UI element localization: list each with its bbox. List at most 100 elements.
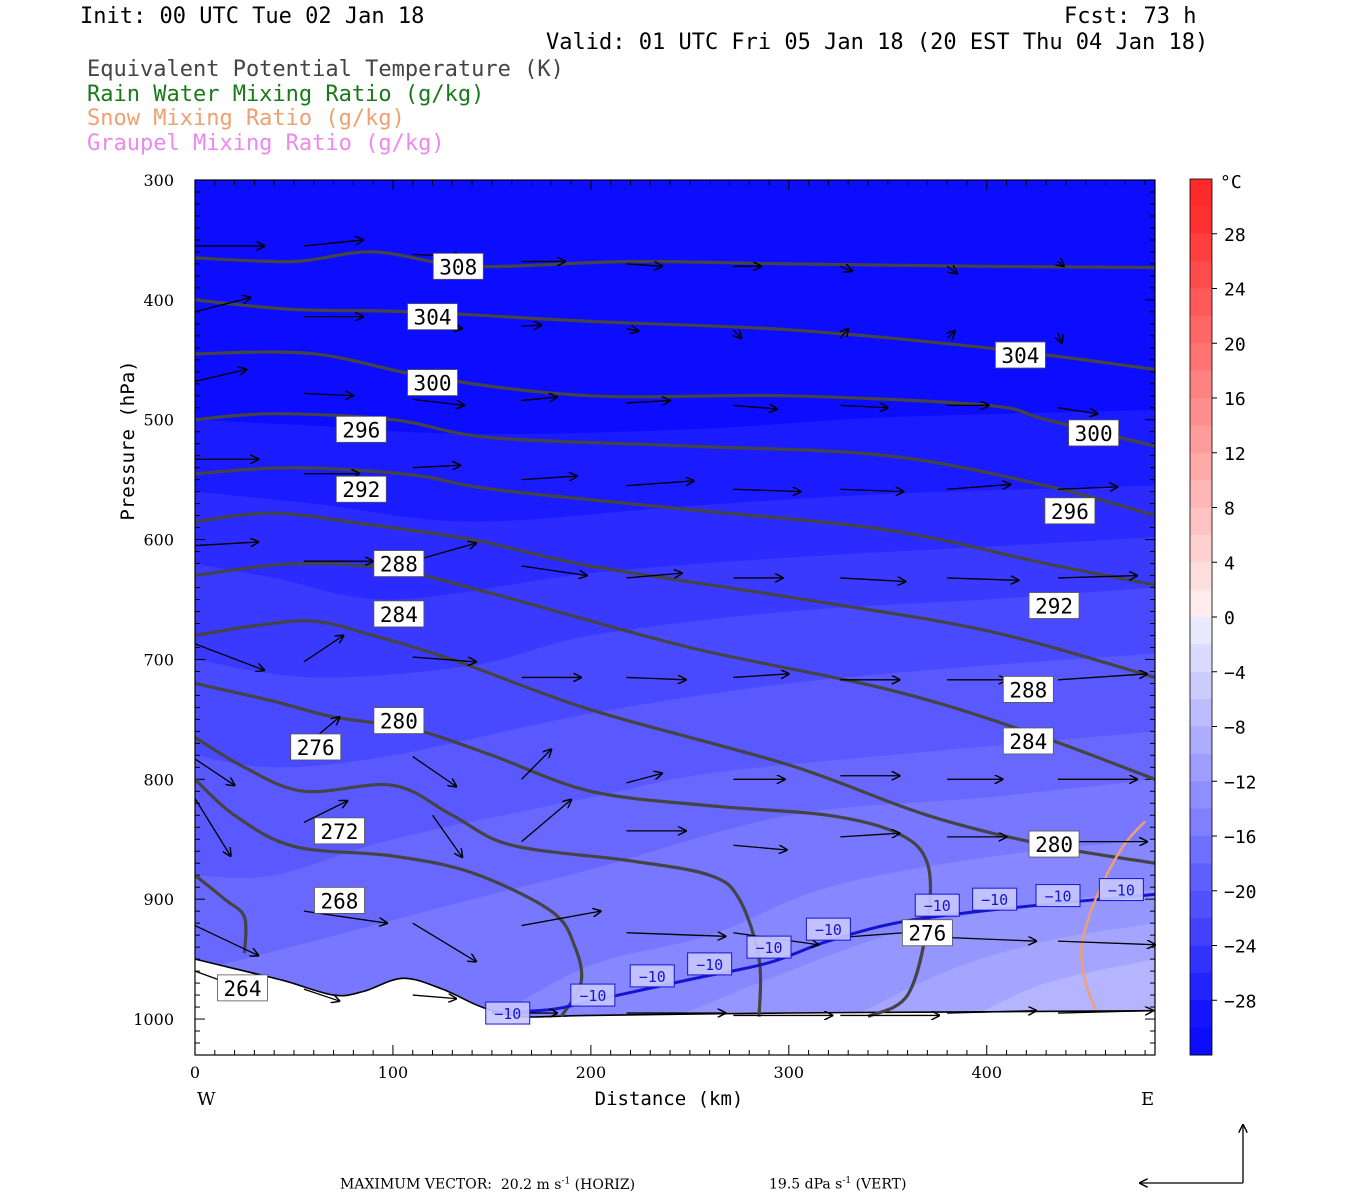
theta-e-label-box — [373, 550, 425, 577]
wind-vector — [733, 330, 741, 338]
wind-vector — [626, 933, 726, 937]
wind-vector — [412, 756, 457, 787]
wind-vector — [194, 542, 258, 546]
theta-e-label-box — [373, 707, 425, 734]
colorbar-swatch — [1190, 480, 1212, 508]
wind-vector — [521, 325, 542, 326]
theta-e-contour — [195, 873, 248, 954]
theta-e-label: 284 — [1009, 730, 1047, 754]
wind-vector — [303, 635, 344, 663]
theta-e-label: 296 — [1051, 500, 1089, 524]
colorbar-swatch — [1190, 261, 1212, 289]
max-vector-caption: MAXIMUM VECTOR: 20.2 m s-1 (HORIZ) — [340, 1176, 635, 1193]
wind-vector — [626, 573, 682, 579]
colorbar-swatch — [1190, 1000, 1212, 1029]
colorbar-label: 4 — [1224, 553, 1235, 574]
wind-vector — [947, 938, 1036, 942]
wind-vector — [733, 844, 786, 850]
max-vector-prefix: MAXIMUM VECTOR: — [340, 1176, 492, 1193]
theta-e-label: 280 — [1035, 833, 1073, 857]
wind-vector — [194, 758, 235, 785]
wind-vector — [947, 1011, 1036, 1013]
isotherm-label-box — [485, 1001, 531, 1025]
colorbar-swatch — [1190, 945, 1212, 974]
theta-e-label: 308 — [439, 255, 477, 279]
theta-e-contour — [195, 778, 584, 1018]
theta-e-label-box — [290, 733, 342, 761]
wind-vector — [412, 995, 457, 999]
theta-e-contour — [195, 511, 1155, 679]
wind-vector — [1058, 333, 1062, 343]
y-tick-label: 1000 — [133, 1010, 174, 1029]
colorbar-label: 16 — [1224, 389, 1246, 410]
forecast-hour: Fcst: 73 h — [1064, 4, 1197, 29]
colorbar-swatch — [1190, 562, 1212, 591]
colorbar-swatch — [1190, 343, 1212, 372]
isotherm-label: −10 — [924, 897, 951, 915]
colorbar-swatch — [1190, 699, 1212, 727]
max-vector-horiz: 20.2 m s-1 (HORIZ) — [500, 1176, 636, 1193]
isotherm-label: −10 — [494, 1005, 521, 1023]
legend-rain: Rain Water Mixing Ratio (g/kg) — [87, 82, 485, 107]
colorbar-swatch — [1190, 781, 1212, 810]
colorbar-swatch — [1190, 1027, 1212, 1056]
theta-e-label: 268 — [321, 889, 359, 913]
colorbar-swatch — [1190, 753, 1212, 782]
x-tick-label: 0 — [190, 1063, 200, 1082]
colorbar-label: 8 — [1224, 499, 1235, 520]
theta-e-label-box — [1028, 592, 1080, 619]
terrain-mask — [195, 959, 1155, 1055]
colorbar-swatch — [1190, 233, 1212, 262]
wind-vector — [626, 401, 671, 403]
theta-e-contour — [195, 412, 1155, 518]
theta-e-label-box — [335, 415, 387, 443]
y-tick-label: 600 — [143, 531, 174, 550]
wind-vector — [947, 331, 955, 338]
wind-vector — [947, 484, 1010, 490]
colorbar: 28 24 20 16 12 8 4 0 −4 −8 −12 −16 −20 −24 −28 °C — [1189, 172, 1257, 1056]
isotherm-label-box — [1035, 884, 1081, 908]
wind-vector — [626, 264, 663, 266]
x-tick-label: 200 — [576, 1063, 607, 1082]
theta-e-contour — [195, 736, 763, 1017]
theta-e-label-box — [407, 369, 458, 396]
theta-e-label-box — [314, 886, 365, 914]
colorbar-swatch — [1190, 534, 1212, 563]
theta-e-label-box — [1044, 497, 1096, 525]
wind-vector — [733, 489, 800, 491]
x-tick-label: 100 — [378, 1063, 409, 1082]
colorbar-label: 0 — [1224, 608, 1235, 629]
wind-vector — [194, 798, 231, 856]
theta-e-label: 292 — [342, 478, 380, 502]
theta-e-label-box — [314, 817, 365, 845]
isotherm-label-box — [914, 893, 960, 917]
theta-e-label: 276 — [297, 736, 335, 760]
terrain-line — [195, 958, 1155, 1018]
theta-e-label-box — [1068, 419, 1120, 447]
plot-frame — [194, 179, 1156, 1056]
wind-vector — [840, 489, 903, 491]
theta-e-label: 280 — [380, 710, 418, 734]
y-tick-label: 500 — [143, 411, 174, 430]
wind-vector — [840, 405, 888, 407]
theta-e-label-box — [335, 475, 387, 503]
isotherm-label-box — [805, 917, 851, 941]
colorbar-swatch — [1190, 863, 1212, 892]
theta-e-label-box — [901, 919, 953, 947]
theta-e-label: 288 — [1009, 678, 1047, 702]
theta-e-contour — [195, 250, 1155, 270]
wind-vector — [521, 476, 577, 480]
wind-vector — [412, 465, 461, 467]
colorbar-label: 20 — [1224, 334, 1246, 355]
wind-vector — [194, 369, 246, 383]
theta-e-contour — [195, 298, 1155, 371]
theta-e-label: 292 — [1035, 595, 1073, 619]
wind-vector — [303, 988, 340, 1001]
isotherm-label: −10 — [696, 956, 723, 974]
wind-vector — [1057, 1011, 1153, 1013]
legend-theta-e: Equivalent Potential Temperature (K) — [87, 57, 564, 82]
theta-e-contour — [195, 619, 1155, 865]
theta-e-contour — [195, 350, 1155, 448]
colorbar-swatch — [1190, 179, 1212, 207]
